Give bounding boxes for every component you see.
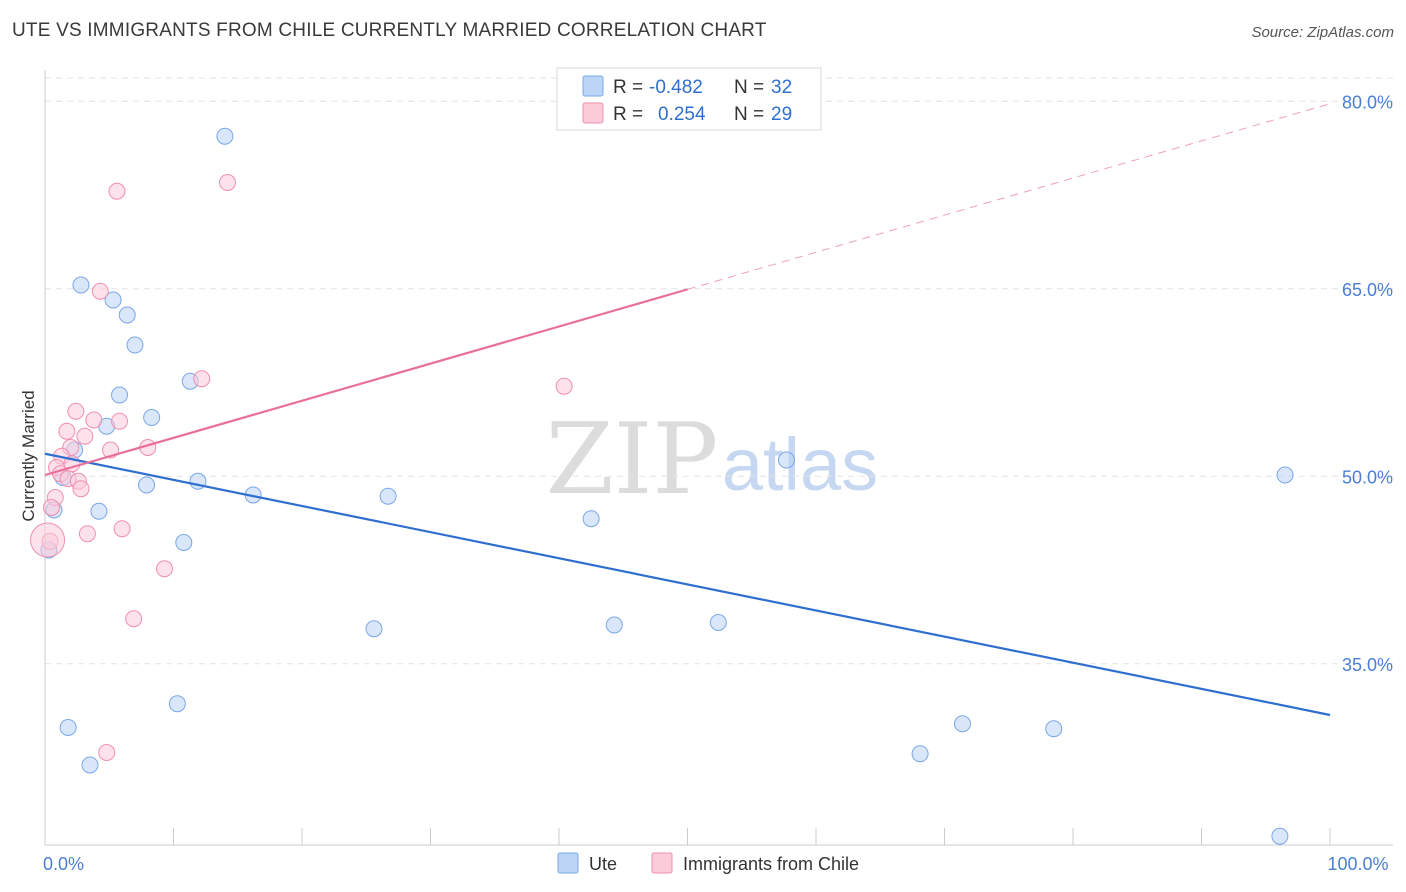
ute-data-point xyxy=(104,291,122,309)
y-axis-label: Currently Married xyxy=(19,390,38,521)
bottom-legend-swatch-chile xyxy=(651,852,673,874)
ute-data-point xyxy=(1045,720,1063,738)
ute-data-point xyxy=(118,306,136,324)
y-tick-label: 65.0% xyxy=(1342,280,1393,300)
legend-n-label-chile: N = xyxy=(734,104,764,125)
series-legend: Ute Immigrants from Chile xyxy=(557,852,859,874)
source-credit: Source: ZipAtlas.com xyxy=(1251,24,1394,41)
ute-data-point xyxy=(1276,466,1294,484)
chile-data-point xyxy=(42,499,60,516)
ute-data-point xyxy=(365,620,383,638)
chile-data-point xyxy=(72,480,90,498)
y-tick-label: 35.0% xyxy=(1342,655,1393,675)
chile-data-point xyxy=(111,412,129,430)
chile-data-point xyxy=(85,411,103,429)
chile-trend-line xyxy=(44,288,688,477)
chile-data-point xyxy=(58,422,76,440)
gridlines xyxy=(45,77,1393,665)
y-tick-label: 50.0% xyxy=(1342,467,1393,487)
ute-data-point xyxy=(81,756,99,774)
chile-data-point xyxy=(555,377,573,395)
legend-r-value-chile: 0.254 xyxy=(658,104,706,125)
legend-swatch-chile xyxy=(582,102,604,124)
bottom-legend-label-ute: Ute xyxy=(589,854,617,874)
ute-data-point xyxy=(72,276,90,294)
stats-legend: R = -0.482 N = 32 R = 0.254 N = 29 xyxy=(556,67,822,131)
watermark-zip: ZIP xyxy=(546,403,719,517)
chile-trend-line-extrapolated xyxy=(687,103,1331,290)
chile-data-point xyxy=(113,520,131,538)
ute-trend-line xyxy=(44,452,1331,717)
chile-data-point xyxy=(193,370,211,388)
x-tick-labels: 0.0% 100.0% xyxy=(43,854,1389,874)
bottom-legend-label-chile: Immigrants from Chile xyxy=(683,854,859,874)
chile-data-point xyxy=(98,744,116,761)
chile-data-point xyxy=(108,182,126,200)
x-tick-label: 100.0% xyxy=(1327,854,1388,874)
chile-data-point xyxy=(125,610,143,628)
ute-data-point xyxy=(175,534,193,551)
ute-data-point xyxy=(216,127,234,145)
y-tick-labels: 80.0% 65.0% 50.0% 35.0% xyxy=(1342,92,1393,675)
chile-data-point xyxy=(91,282,109,300)
ute-data-point xyxy=(605,616,623,634)
chart-title: UTE VS IMMIGRANTS FROM CHILE CURRENTLY M… xyxy=(12,20,767,41)
trend-lines xyxy=(44,103,1331,717)
chile-data-point xyxy=(30,522,66,558)
ute-data-point xyxy=(168,695,186,713)
legend-n-label-ute: N = xyxy=(734,77,764,98)
ute-data-point xyxy=(59,719,77,736)
ute-data-point xyxy=(126,336,144,354)
data-points xyxy=(30,127,1294,845)
chile-data-point xyxy=(156,560,174,578)
ute-data-point xyxy=(111,386,129,404)
chile-data-point xyxy=(78,525,96,543)
chile-data-point xyxy=(76,427,94,445)
ute-data-point xyxy=(777,451,795,469)
chile-data-point xyxy=(218,174,236,191)
x-tick-label: 0.0% xyxy=(43,854,84,874)
legend-r-label-chile: R = xyxy=(613,104,643,125)
legend-r-value-ute: -0.482 xyxy=(649,77,703,98)
y-tick-label: 80.0% xyxy=(1342,92,1393,112)
ute-data-point xyxy=(90,502,108,520)
watermark: ZIP atlas xyxy=(546,403,879,517)
ute-data-point xyxy=(709,614,727,631)
ute-data-point xyxy=(379,487,397,505)
bottom-legend-swatch-ute xyxy=(557,852,579,874)
legend-swatch-ute xyxy=(582,75,604,97)
ute-data-point xyxy=(1271,827,1289,845)
ute-data-point xyxy=(582,510,600,528)
ute-data-point xyxy=(143,409,161,426)
axes xyxy=(44,70,1393,846)
legend-n-value-ute: 32 xyxy=(771,77,792,98)
legend-n-value-chile: 29 xyxy=(771,104,792,125)
watermark-atlas: atlas xyxy=(722,423,878,506)
chile-data-point xyxy=(67,402,85,420)
ute-data-point xyxy=(953,715,971,733)
ute-data-point xyxy=(138,476,156,494)
legend-r-label-ute: R = xyxy=(613,77,643,98)
ute-data-point xyxy=(911,745,929,763)
